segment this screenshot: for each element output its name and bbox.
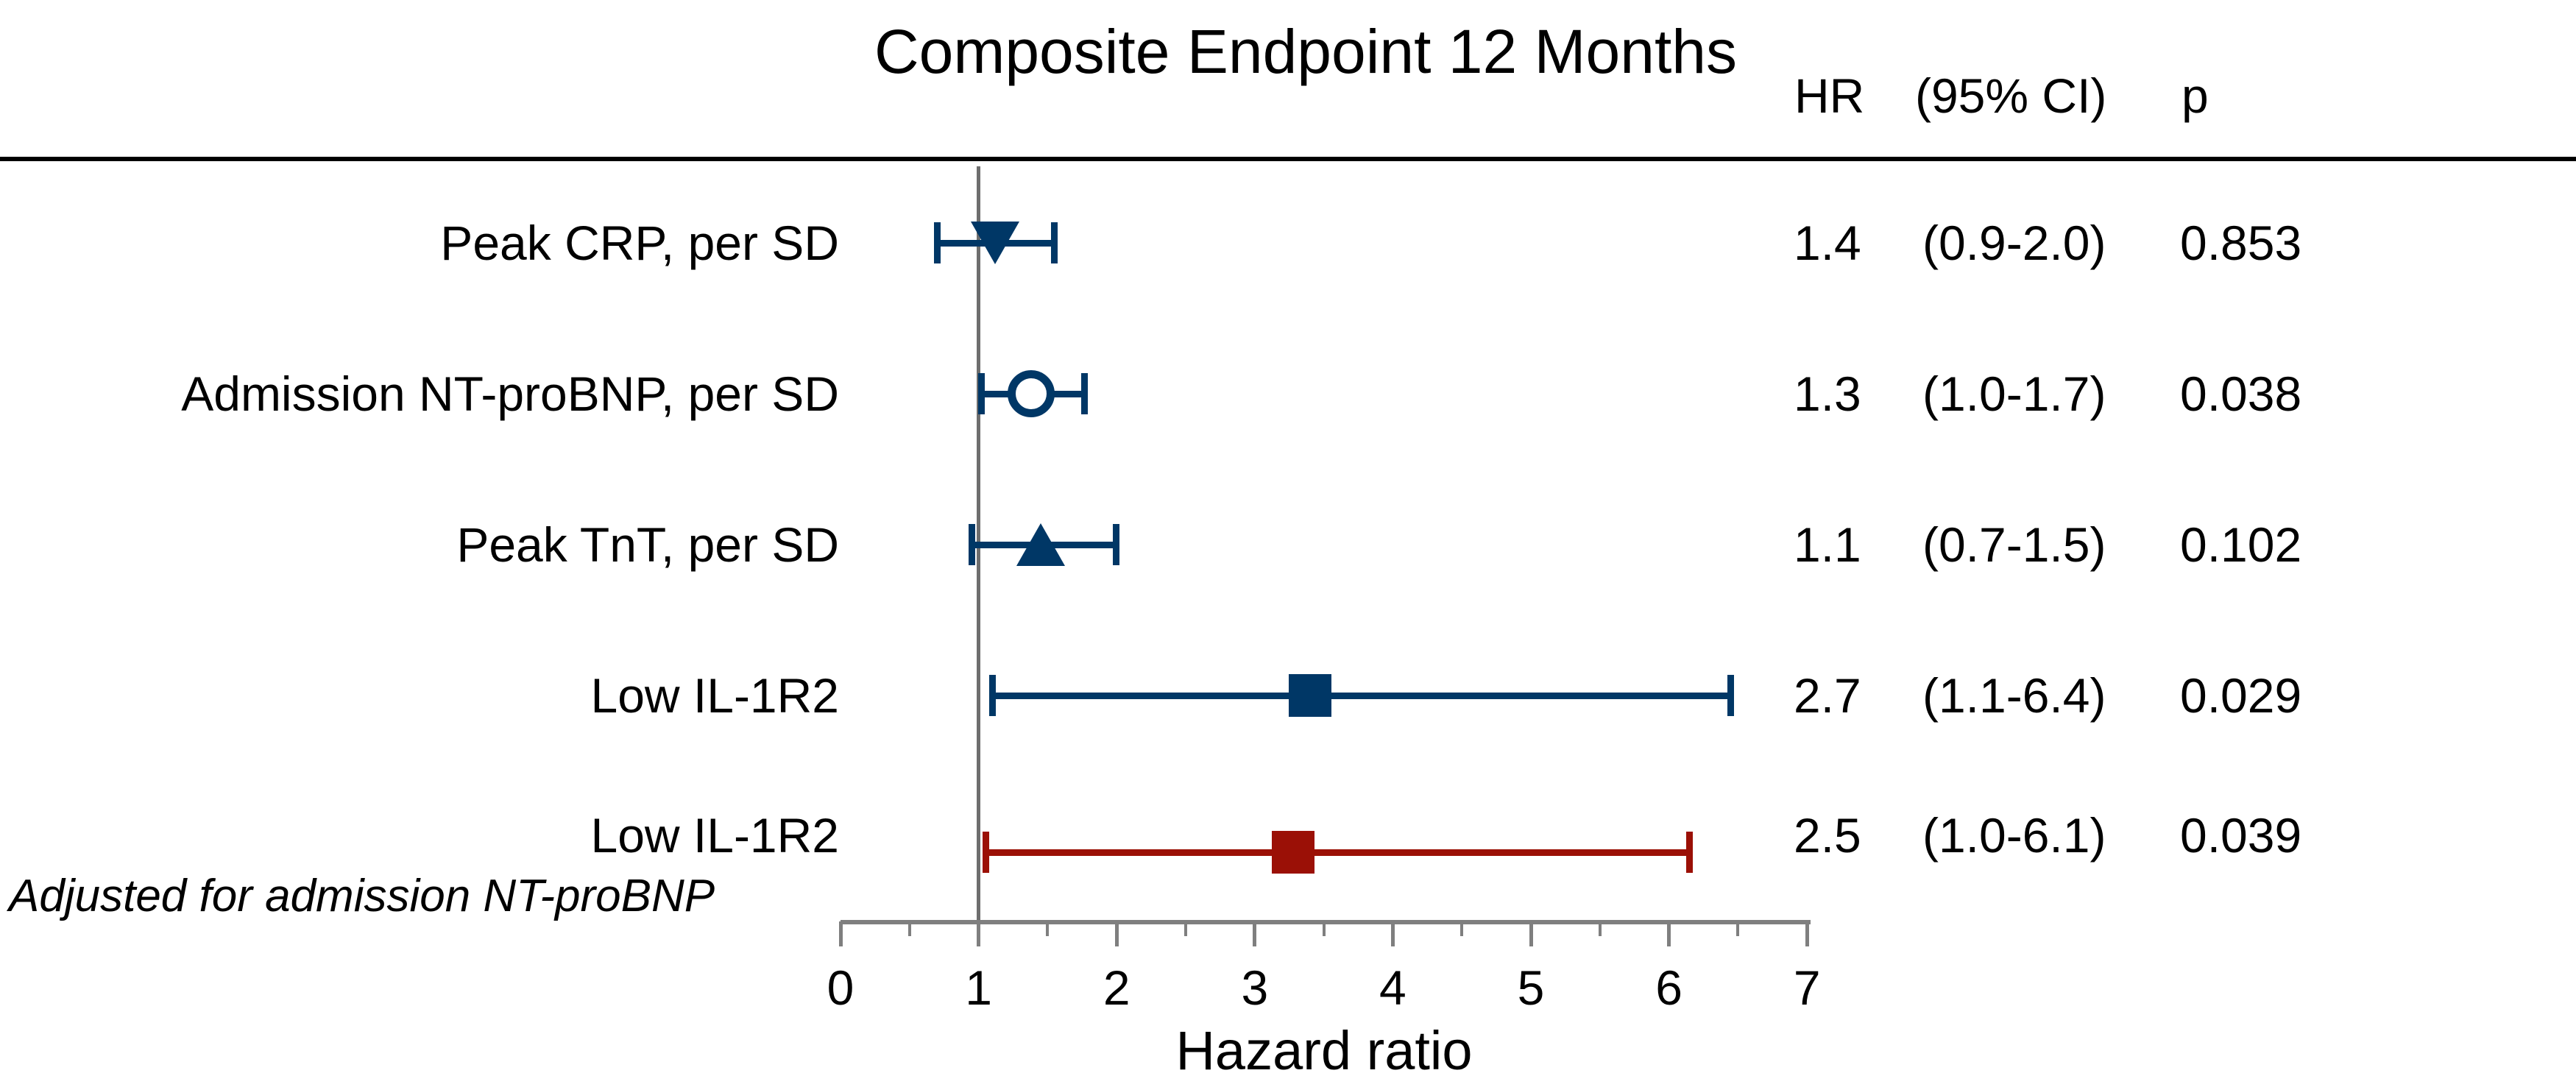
row-label: Peak TnT, per SD [456,517,839,572]
row-label: Admission NT-proBNP, per SD [181,367,839,421]
x-axis-tick-label: 6 [1655,960,1682,1015]
header-separator-line [0,157,2576,161]
table-cell-hr: 2.7 [1794,668,1861,723]
x-axis-major-tick [1805,921,1809,946]
ci-cap-right [1113,524,1120,565]
ci-cap-right [1685,832,1693,873]
ci-cap-left [969,524,976,565]
marker-square [1288,674,1331,717]
x-axis-tick-label: 3 [1241,960,1269,1015]
x-axis-major-tick [1114,921,1119,946]
table-cell-p: 0.853 [2180,216,2302,270]
table-cell-p: 0.039 [2180,808,2302,863]
table-cell-ci: (1.1-6.4) [1922,668,2106,723]
table-cell-hr: 1.4 [1794,216,1861,270]
x-axis-tick-label: 0 [827,960,854,1015]
footnote-adjusted-note: Adjusted for admission NT-proBNP [9,871,715,921]
x-axis-line [841,920,1811,924]
marker-open-circle [1007,370,1055,417]
row-label: Low IL-1R2 [590,808,839,863]
ci-cap-left [978,373,986,414]
table-cell-ci: (1.0-6.1) [1922,808,2106,863]
table-cell-hr: 1.1 [1794,517,1861,572]
row-label: Low IL-1R2 [590,668,839,723]
x-axis-tick-label: 1 [965,960,992,1015]
ci-bar [985,849,1690,856]
marker-triangle-down [971,222,1020,264]
column-header-p: p [2182,68,2209,123]
x-axis-minor-tick [907,921,911,936]
x-axis-major-tick [1390,921,1395,946]
ci-cap-right [1050,222,1058,263]
x-axis-minor-tick [1046,921,1050,936]
table-cell-hr: 1.3 [1794,367,1861,421]
x-axis-tick-label: 4 [1379,960,1406,1015]
ci-cap-left [982,832,989,873]
table-cell-p: 0.029 [2180,668,2302,723]
ci-cap-right [1081,373,1089,414]
table-cell-ci: (0.7-1.5) [1922,517,2106,572]
x-axis-major-tick [1667,921,1671,946]
row-label: Peak CRP, per SD [440,216,839,270]
x-axis-major-tick [1529,921,1533,946]
x-axis-major-tick [838,921,843,946]
table-cell-ci: (1.0-1.7) [1922,367,2106,421]
x-axis-minor-tick [1598,921,1602,936]
x-axis-tick-label: 2 [1103,960,1130,1015]
x-axis-tick-label: 5 [1517,960,1545,1015]
x-axis-minor-tick [1184,921,1187,936]
x-axis-tick-label: 7 [1793,960,1821,1015]
x-axis-major-tick [977,921,981,946]
ci-bar [992,692,1732,699]
table-cell-p: 0.102 [2180,517,2302,572]
x-axis-major-tick [1253,921,1257,946]
column-header-hr: HR [1794,68,1865,123]
marker-square [1272,831,1315,874]
table-cell-ci: (0.9-2.0) [1922,216,2106,270]
table-cell-hr: 2.5 [1794,808,1861,863]
x-axis-minor-tick [1460,921,1464,936]
chart-title: Composite Endpoint 12 Months [874,17,1738,86]
marker-triangle-up [1016,523,1066,566]
column-header-ci: (95% CI) [1915,68,2107,123]
ci-cap-left [934,222,941,263]
table-cell-p: 0.038 [2180,367,2302,421]
ci-cap-left [989,675,997,716]
x-axis-minor-tick [1322,921,1326,936]
x-axis-label: Hazard ratio [1175,1020,1473,1081]
x-axis-minor-tick [1736,921,1740,936]
ci-cap-right [1727,675,1735,716]
